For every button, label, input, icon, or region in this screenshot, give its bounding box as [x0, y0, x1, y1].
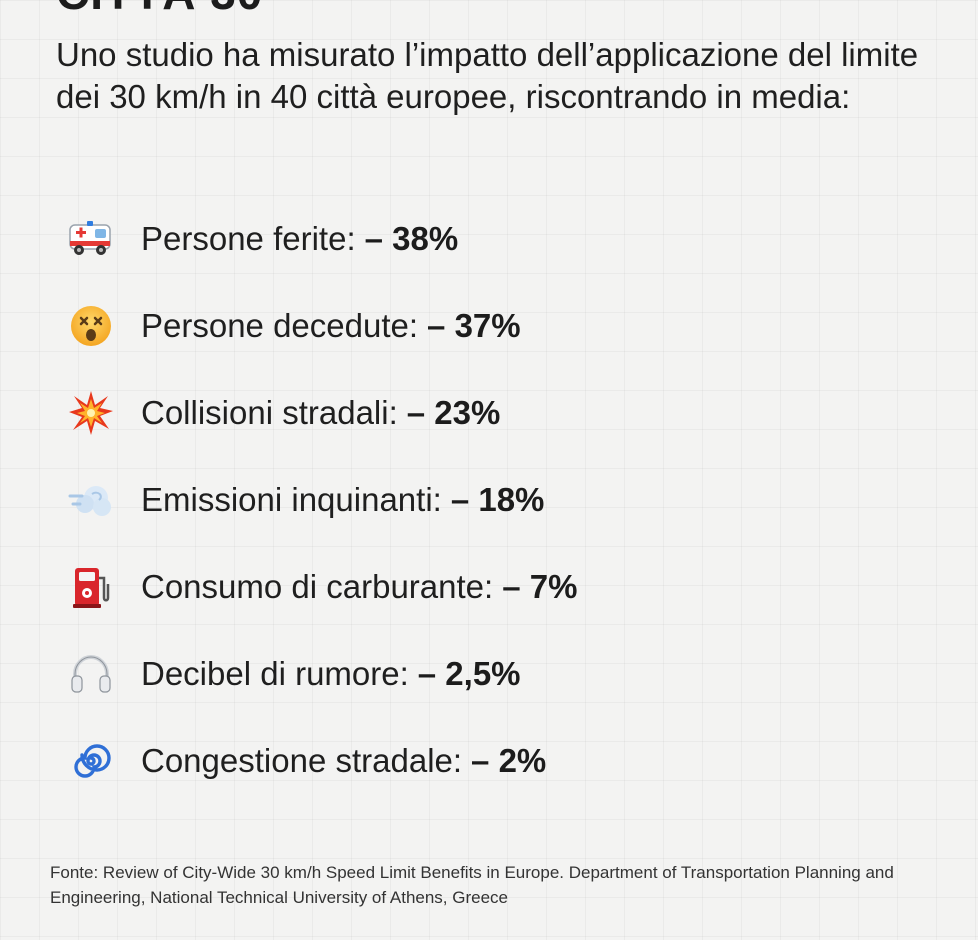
intro-paragraph: Uno studio ha misurato l’impatto dell’ap…	[56, 36, 919, 115]
headphones-icon	[66, 649, 116, 699]
cyclone-icon	[66, 736, 116, 786]
stat-label: Persone ferite:	[141, 220, 356, 257]
stat-label: Emissioni inquinanti:	[141, 481, 442, 518]
stat-value: – 18%	[450, 481, 545, 518]
stat-noise: Decibel di rumore: – 2,5%	[66, 646, 521, 702]
stat-value: – 7%	[502, 568, 578, 605]
stat-value: – 2%	[471, 742, 547, 779]
stat-value: – 2,5%	[417, 655, 521, 692]
stat-collisions: Collisioni stradali: – 23%	[66, 385, 500, 441]
collision-icon	[66, 388, 116, 438]
stat-label: Congestione stradale:	[141, 742, 463, 779]
stat-fuel: Consumo di carburante: – 7%	[66, 559, 577, 615]
fuel-pump-icon	[66, 562, 116, 612]
dash-cloud-icon	[66, 475, 116, 525]
stat-value: – 38%	[364, 220, 459, 257]
stat-label: Consumo di carburante:	[141, 568, 494, 605]
stat-label: Persone decedute:	[141, 307, 419, 344]
cut-off-title: CITTÀ 30	[56, 0, 263, 20]
stat-value: – 23%	[406, 394, 501, 431]
dizzy-face-icon	[66, 301, 116, 351]
stat-injured: Persone ferite: – 38%	[66, 211, 458, 267]
ambulance-icon	[66, 214, 116, 264]
source-footnote: Fonte: Review of City-Wide 30 km/h Speed…	[50, 863, 894, 907]
stat-congestion: Congestione stradale: – 2%	[66, 733, 546, 789]
stat-deaths: Persone decedute: – 37%	[66, 298, 521, 354]
stat-value: – 37%	[427, 307, 521, 344]
stat-emissions: Emissioni inquinanti: – 18%	[66, 472, 544, 528]
stat-label: Collisioni stradali:	[141, 394, 398, 431]
stat-label: Decibel di rumore:	[141, 655, 409, 692]
